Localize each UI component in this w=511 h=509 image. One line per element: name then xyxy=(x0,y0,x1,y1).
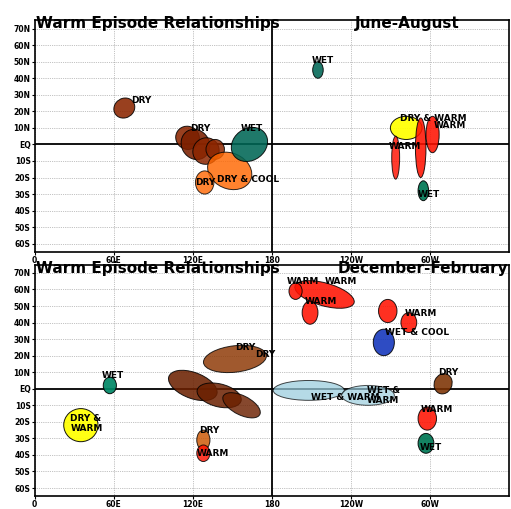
Ellipse shape xyxy=(114,98,135,118)
Text: WET: WET xyxy=(418,190,440,199)
Ellipse shape xyxy=(103,377,117,394)
Ellipse shape xyxy=(415,118,426,178)
Ellipse shape xyxy=(169,370,217,401)
Text: WET: WET xyxy=(240,124,263,133)
Ellipse shape xyxy=(418,407,436,430)
Ellipse shape xyxy=(342,385,394,405)
Ellipse shape xyxy=(373,329,394,356)
Ellipse shape xyxy=(193,138,219,164)
Ellipse shape xyxy=(418,434,434,453)
Ellipse shape xyxy=(379,299,397,323)
Ellipse shape xyxy=(181,129,210,159)
Text: DRY & COOL: DRY & COOL xyxy=(217,175,278,184)
Ellipse shape xyxy=(231,127,268,161)
Text: DRY: DRY xyxy=(195,179,216,187)
Text: December-February: December-February xyxy=(337,261,508,275)
Text: WARM: WARM xyxy=(421,405,453,413)
Text: WARM: WARM xyxy=(405,308,437,318)
Text: WARM: WARM xyxy=(197,449,229,458)
Text: WARM: WARM xyxy=(286,277,319,286)
Ellipse shape xyxy=(434,374,452,394)
Text: WET & WARM: WET & WARM xyxy=(311,393,380,402)
Text: WARM: WARM xyxy=(305,297,337,306)
Ellipse shape xyxy=(197,383,241,408)
Text: WET: WET xyxy=(311,56,334,65)
Text: DRY: DRY xyxy=(254,350,275,359)
Text: DRY: DRY xyxy=(235,344,255,352)
Ellipse shape xyxy=(176,126,199,150)
Ellipse shape xyxy=(418,181,429,201)
Text: Warm Episode Relationships: Warm Episode Relationships xyxy=(36,16,280,31)
Text: WET: WET xyxy=(102,372,124,381)
Text: DRY &
WARM: DRY & WARM xyxy=(71,414,103,434)
Text: DRY: DRY xyxy=(131,96,151,105)
Ellipse shape xyxy=(273,381,344,400)
Ellipse shape xyxy=(197,430,210,450)
Ellipse shape xyxy=(197,445,210,462)
Ellipse shape xyxy=(401,313,417,332)
Ellipse shape xyxy=(223,392,260,418)
Ellipse shape xyxy=(289,283,302,299)
Text: Warm Episode Relationships: Warm Episode Relationships xyxy=(36,261,280,275)
Ellipse shape xyxy=(295,280,354,308)
Text: DRY & WARM: DRY & WARM xyxy=(400,114,466,123)
Text: June-August: June-August xyxy=(355,16,460,31)
Text: WARM: WARM xyxy=(324,277,357,286)
Ellipse shape xyxy=(313,62,323,78)
Text: WARM: WARM xyxy=(389,142,422,151)
Text: DRY: DRY xyxy=(199,426,220,435)
Ellipse shape xyxy=(390,117,422,139)
Text: WET &
WARM: WET & WARM xyxy=(367,386,400,405)
Text: DRY: DRY xyxy=(190,124,211,133)
Ellipse shape xyxy=(195,171,214,194)
Text: WET & COOL: WET & COOL xyxy=(385,328,449,337)
Ellipse shape xyxy=(426,117,439,153)
Ellipse shape xyxy=(302,301,318,324)
Text: WET: WET xyxy=(420,443,442,451)
Ellipse shape xyxy=(207,152,252,190)
Ellipse shape xyxy=(392,136,400,179)
Text: DRY: DRY xyxy=(438,368,458,377)
Ellipse shape xyxy=(64,409,98,442)
Text: WARM: WARM xyxy=(434,121,466,130)
Ellipse shape xyxy=(206,139,224,159)
Ellipse shape xyxy=(203,345,266,373)
